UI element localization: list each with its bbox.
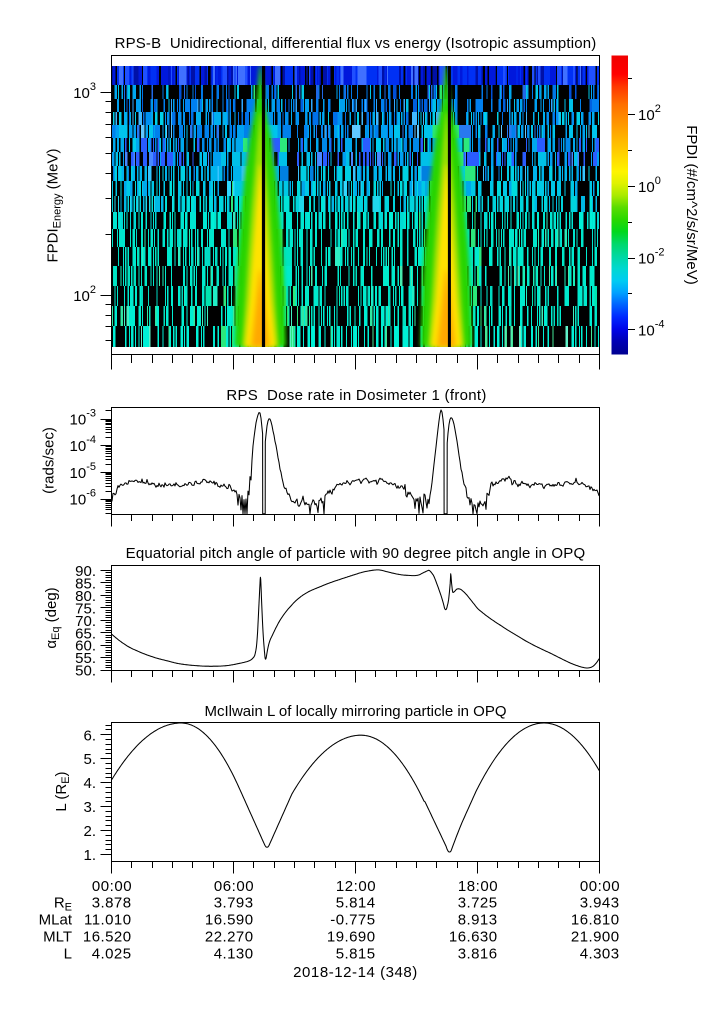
svg-text:16.520: 16.520 xyxy=(83,929,132,946)
svg-text:FPDIEnergy (MeV): FPDIEnergy (MeV) xyxy=(45,148,64,262)
svg-text:16.810: 16.810 xyxy=(571,912,620,929)
svg-text:19.690: 19.690 xyxy=(327,929,376,946)
svg-text:8.913: 8.913 xyxy=(458,912,498,929)
svg-text:McIlwain L of locally mirrorin: McIlwain L of locally mirroring particle… xyxy=(204,703,506,720)
svg-text:65.: 65. xyxy=(75,625,96,642)
svg-text:3.878: 3.878 xyxy=(92,895,132,912)
svg-text:60.: 60. xyxy=(75,638,96,655)
svg-text:3.725: 3.725 xyxy=(458,895,498,912)
svg-text:18:00: 18:00 xyxy=(458,878,498,895)
svg-text:(rads/sec): (rads/sec) xyxy=(41,427,58,494)
svg-text:4.: 4. xyxy=(83,775,96,792)
svg-text:16.630: 16.630 xyxy=(449,929,498,946)
svg-text:50.: 50. xyxy=(75,663,96,680)
svg-text:FPDI (#/cm^2/s/sr/MeV): FPDI (#/cm^2/s/sr/MeV) xyxy=(683,125,700,285)
svg-text:11.010: 11.010 xyxy=(84,912,131,929)
svg-text:MLT: MLT xyxy=(43,929,72,946)
svg-text:RPS Dose rate in Dosimeter 1: RPS Dose rate in Dosimeter 1 (front) xyxy=(226,387,486,404)
svg-text:16.590: 16.590 xyxy=(205,912,254,929)
svg-text:85.: 85. xyxy=(75,575,96,592)
svg-text:4.025: 4.025 xyxy=(92,946,132,963)
svg-text:55.: 55. xyxy=(75,650,96,667)
svg-text:90.: 90. xyxy=(75,563,96,580)
svg-text:RPS-B Unidirectional, differe: RPS-B Unidirectional, differential flux … xyxy=(115,35,597,52)
svg-text:6.: 6. xyxy=(83,727,96,744)
svg-text:5.: 5. xyxy=(83,751,96,768)
svg-text:4.130: 4.130 xyxy=(214,946,254,963)
svg-text:5.814: 5.814 xyxy=(336,895,376,912)
svg-text:MLat: MLat xyxy=(39,912,73,929)
svg-text:4.303: 4.303 xyxy=(580,946,620,963)
svg-text:21.900: 21.900 xyxy=(571,929,620,946)
svg-text:-0.775: -0.775 xyxy=(330,912,375,929)
svg-text:3.943: 3.943 xyxy=(580,895,620,912)
svg-text:L: L xyxy=(64,946,72,963)
svg-text:12:00: 12:00 xyxy=(336,878,376,895)
svg-text:3.: 3. xyxy=(83,799,96,816)
svg-text:2.: 2. xyxy=(83,823,96,840)
svg-text:2018-12-14 (348): 2018-12-14 (348) xyxy=(293,964,418,981)
svg-text:00:00: 00:00 xyxy=(92,878,132,895)
svg-text:06:00: 06:00 xyxy=(214,878,254,895)
svg-text:22.270: 22.270 xyxy=(205,929,254,946)
svg-text:3.793: 3.793 xyxy=(214,895,254,912)
svg-text:80.: 80. xyxy=(75,588,96,605)
svg-text:Equatorial pitch angle of part: Equatorial pitch angle of particle with … xyxy=(126,545,586,562)
svg-text:5.815: 5.815 xyxy=(336,946,376,963)
svg-text:1.: 1. xyxy=(83,847,96,864)
svg-text:70.: 70. xyxy=(75,613,96,630)
svg-text:75.: 75. xyxy=(75,600,96,617)
svg-text:00:00: 00:00 xyxy=(580,878,620,895)
svg-text:3.816: 3.816 xyxy=(458,946,498,963)
